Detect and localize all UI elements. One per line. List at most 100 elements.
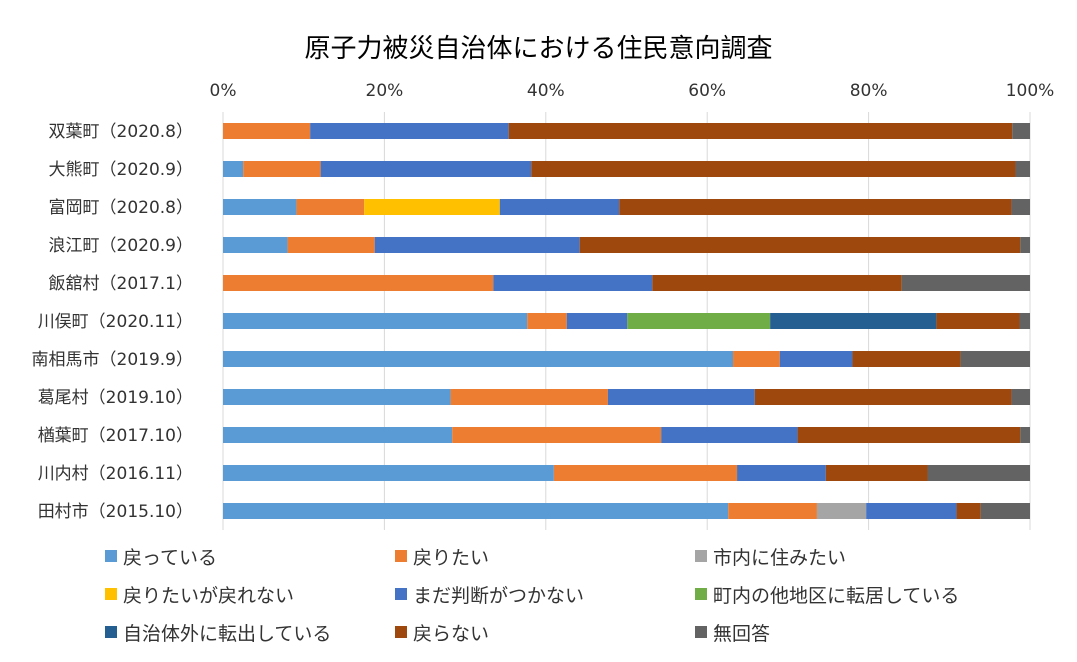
x-tick-label: 60% <box>688 81 726 101</box>
legend-label: 無回答 <box>713 622 771 645</box>
legend-item: 戻っている <box>105 543 217 569</box>
bar-segment <box>960 351 1030 367</box>
legend-item: 戻らない <box>395 619 489 645</box>
bar-segment <box>450 389 608 405</box>
legend-label: 戻らない <box>413 622 490 645</box>
bar-segment <box>980 503 1030 519</box>
x-tick-label: 80% <box>850 81 888 101</box>
x-tick-label: 20% <box>366 81 404 101</box>
legend-swatch <box>395 550 407 562</box>
x-tick-label: 0% <box>210 81 237 101</box>
legend-label: 町内の他地区に転居している <box>713 584 960 607</box>
bar-segment <box>223 199 297 215</box>
bar-segment <box>825 465 928 481</box>
bar-segment <box>927 465 1030 481</box>
category-label: 双葉町（2020.8） <box>49 122 193 142</box>
category-label: 浪江町（2020.9） <box>49 236 193 256</box>
bar-segment <box>452 427 662 443</box>
bar-segment <box>223 123 311 139</box>
legend-item: 戻りたい <box>395 543 489 569</box>
x-tick-label: 40% <box>527 81 565 101</box>
bar-segment <box>852 351 961 367</box>
bar-segment <box>508 123 1013 139</box>
bar-segment <box>728 503 817 519</box>
bar-segment <box>499 199 620 215</box>
legend-swatch <box>395 626 407 638</box>
category-label: 南相馬市（2019.9） <box>32 350 193 370</box>
bar-segment <box>320 161 532 177</box>
bar-segment <box>566 313 628 329</box>
bar-segment <box>579 237 1021 253</box>
bar-segment <box>310 123 509 139</box>
bar-segment <box>493 275 653 291</box>
bar-segment <box>779 351 853 367</box>
category-label: 大熊町（2020.9） <box>49 160 193 180</box>
bar-segment <box>607 389 755 405</box>
legend-swatch <box>105 588 117 600</box>
bar-segment <box>1020 427 1030 443</box>
bar-segment <box>364 199 500 215</box>
bar-segment <box>627 313 771 329</box>
bar-segment <box>797 427 1021 443</box>
category-label: 楢葉町（2017.10） <box>38 426 193 446</box>
bar-segment <box>287 237 375 253</box>
bar-segment <box>816 503 867 519</box>
legend-item: 無回答 <box>695 619 770 645</box>
legend-item: 自治体外に転出している <box>105 619 331 645</box>
legend-label: 自治体外に転出している <box>123 622 332 645</box>
bar-segment <box>223 389 451 405</box>
stacked-bar-chart: 0% 20% 40% 60% 80% 100% 双葉町（2020.8） 大熊町（2020.9）… <box>32 81 1055 530</box>
bar-segment <box>527 313 567 329</box>
legend-swatch <box>695 626 707 638</box>
bar-segment <box>1015 161 1030 177</box>
bar-segment <box>956 503 981 519</box>
bar-segment <box>1019 313 1030 329</box>
bar-segment <box>223 161 244 177</box>
bar-segment <box>936 313 1020 329</box>
legend-swatch <box>695 588 707 600</box>
bar-segment <box>1011 389 1030 405</box>
bar-segment <box>1011 199 1030 215</box>
legend-swatch <box>395 588 407 600</box>
category-label: 田村市（2015.10） <box>38 502 193 522</box>
axis-labels: 0% 20% 40% 60% 80% 100% 双葉町（2020.8） 大熊町（2020.9）… <box>32 81 1055 522</box>
legend-item: まだ判断がつかない <box>395 581 584 607</box>
bar-segment <box>553 465 738 481</box>
bar-segment <box>770 313 937 329</box>
category-label: 葛尾村（2019.10） <box>38 388 193 408</box>
bar-segment <box>223 237 288 253</box>
legend-label: まだ判断がつかない <box>413 584 585 607</box>
legend-item: 市内に住みたい <box>695 543 846 569</box>
bar-segment <box>652 275 902 291</box>
legend-swatch <box>695 550 707 562</box>
bar-segment <box>866 503 957 519</box>
bar-segment <box>619 199 1012 215</box>
bar-segment <box>223 465 554 481</box>
bar-segment <box>1012 123 1030 139</box>
x-tick-label: 100% <box>1006 81 1055 101</box>
bar-segment <box>754 389 1012 405</box>
bar-segment <box>661 427 798 443</box>
bar-segment <box>737 465 826 481</box>
bar-segment <box>733 351 780 367</box>
legend-label: 戻りたいが戻れない <box>123 584 295 607</box>
legend-item: 町内の他地区に転居している <box>695 581 959 607</box>
category-label: 富岡町（2020.8） <box>49 198 193 218</box>
legend-swatch <box>105 626 117 638</box>
bar-segment <box>901 275 1030 291</box>
bar-segment <box>223 351 734 367</box>
bar-segment <box>223 427 453 443</box>
bar-segment <box>1020 237 1030 253</box>
legend-swatch <box>105 550 117 562</box>
category-label: 川内村（2016.11） <box>38 464 193 484</box>
legend-label: 市内に住みたい <box>713 546 847 569</box>
bars <box>223 123 1030 519</box>
legend-label: 戻りたい <box>413 546 490 569</box>
bar-segment <box>296 199 365 215</box>
bar-segment <box>223 313 528 329</box>
legend-item: 戻りたいが戻れない <box>105 581 294 607</box>
category-label: 飯舘村（2017.1） <box>49 273 193 294</box>
category-label: 川俣町（2020.11） <box>38 312 193 332</box>
bar-segment <box>374 237 580 253</box>
